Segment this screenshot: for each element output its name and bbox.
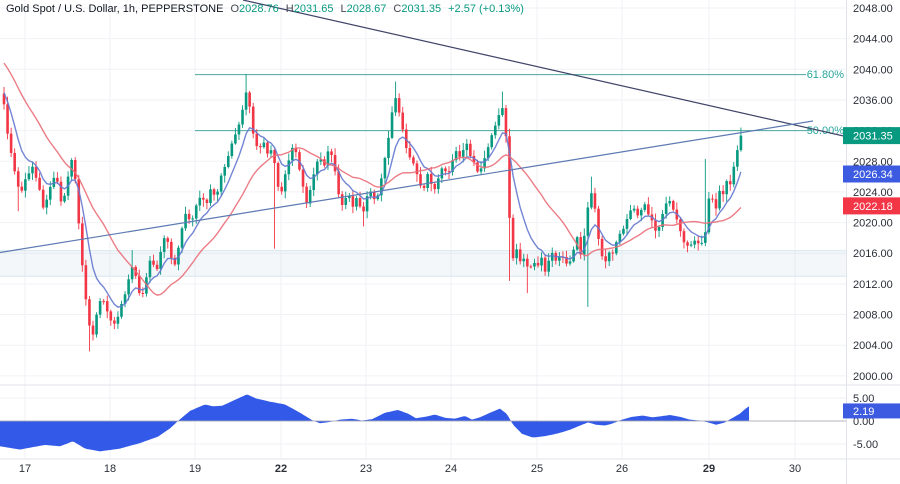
ohlc-close: C2031.35: [393, 3, 442, 15]
svg-text:2026.34: 2026.34: [853, 169, 893, 181]
svg-text:2016.00: 2016.00: [853, 248, 893, 260]
svg-text:2044.00: 2044.00: [853, 34, 893, 46]
svg-text:2040.00: 2040.00: [853, 64, 893, 76]
svg-text:19: 19: [189, 463, 201, 475]
descending-trendline[interactable]: [242, 0, 849, 138]
ascending-trendline[interactable]: [0, 120, 814, 254]
svg-text:23: 23: [360, 463, 372, 475]
svg-text:2008.00: 2008.00: [853, 310, 893, 322]
svg-text:5.00: 5.00: [853, 393, 874, 405]
svg-text:2.19: 2.19: [853, 406, 874, 418]
oscillator-area: [0, 394, 846, 452]
ohlc-low: L2028.67: [340, 3, 387, 15]
svg-text:30: 30: [789, 463, 801, 475]
svg-text:2022.18: 2022.18: [853, 201, 893, 213]
svg-text:2004.00: 2004.00: [853, 340, 893, 352]
svg-text:-5.00: -5.00: [853, 439, 878, 451]
svg-text:24: 24: [445, 463, 457, 475]
svg-text:2024.00: 2024.00: [853, 187, 893, 199]
svg-text:2028.00: 2028.00: [853, 156, 893, 168]
ohlc-high: H2031.65: [285, 3, 334, 15]
svg-text:26: 26: [616, 463, 628, 475]
ohlc-open: O2028.76: [230, 3, 279, 15]
chart-legend[interactable]: Gold Spot / U.S. Dollar, 1h, PEPPERSTONE…: [6, 3, 524, 15]
fib-level-0[interactable]: 61.80%: [195, 69, 844, 81]
svg-text:2012.00: 2012.00: [853, 279, 893, 291]
svg-text:29: 29: [703, 463, 715, 475]
svg-text:2031.35: 2031.35: [853, 131, 893, 143]
svg-text:2020.00: 2020.00: [853, 218, 893, 230]
axis-badges: 2031.35 2026.34 2022.18 2.19: [843, 127, 900, 419]
price-change: +2.57 (+0.13%): [448, 3, 524, 15]
svg-text:0.00: 0.00: [853, 416, 874, 428]
price-axis[interactable]: 2048.002044.002040.002036.002032.002028.…: [853, 3, 893, 451]
svg-text:2048.00: 2048.00: [853, 3, 893, 15]
ma-fast-line: [3, 92, 742, 308]
svg-text:17: 17: [19, 463, 31, 475]
time-axis[interactable]: 17 18 19 22 23 24 25 26 29 30: [19, 463, 801, 475]
support-zone[interactable]: [0, 250, 846, 277]
svg-text:25: 25: [531, 463, 543, 475]
candles: [2, 73, 743, 352]
ma-slow-line: [3, 62, 742, 296]
symbol-title[interactable]: Gold Spot / U.S. Dollar, 1h, PEPPERSTONE: [6, 3, 224, 15]
svg-text:18: 18: [104, 463, 116, 475]
svg-text:61.80%: 61.80%: [807, 69, 845, 81]
grid-lines: [0, 0, 846, 458]
svg-text:22: 22: [275, 463, 287, 475]
svg-text:2036.00: 2036.00: [853, 95, 893, 107]
svg-text:2000.00: 2000.00: [853, 371, 893, 383]
